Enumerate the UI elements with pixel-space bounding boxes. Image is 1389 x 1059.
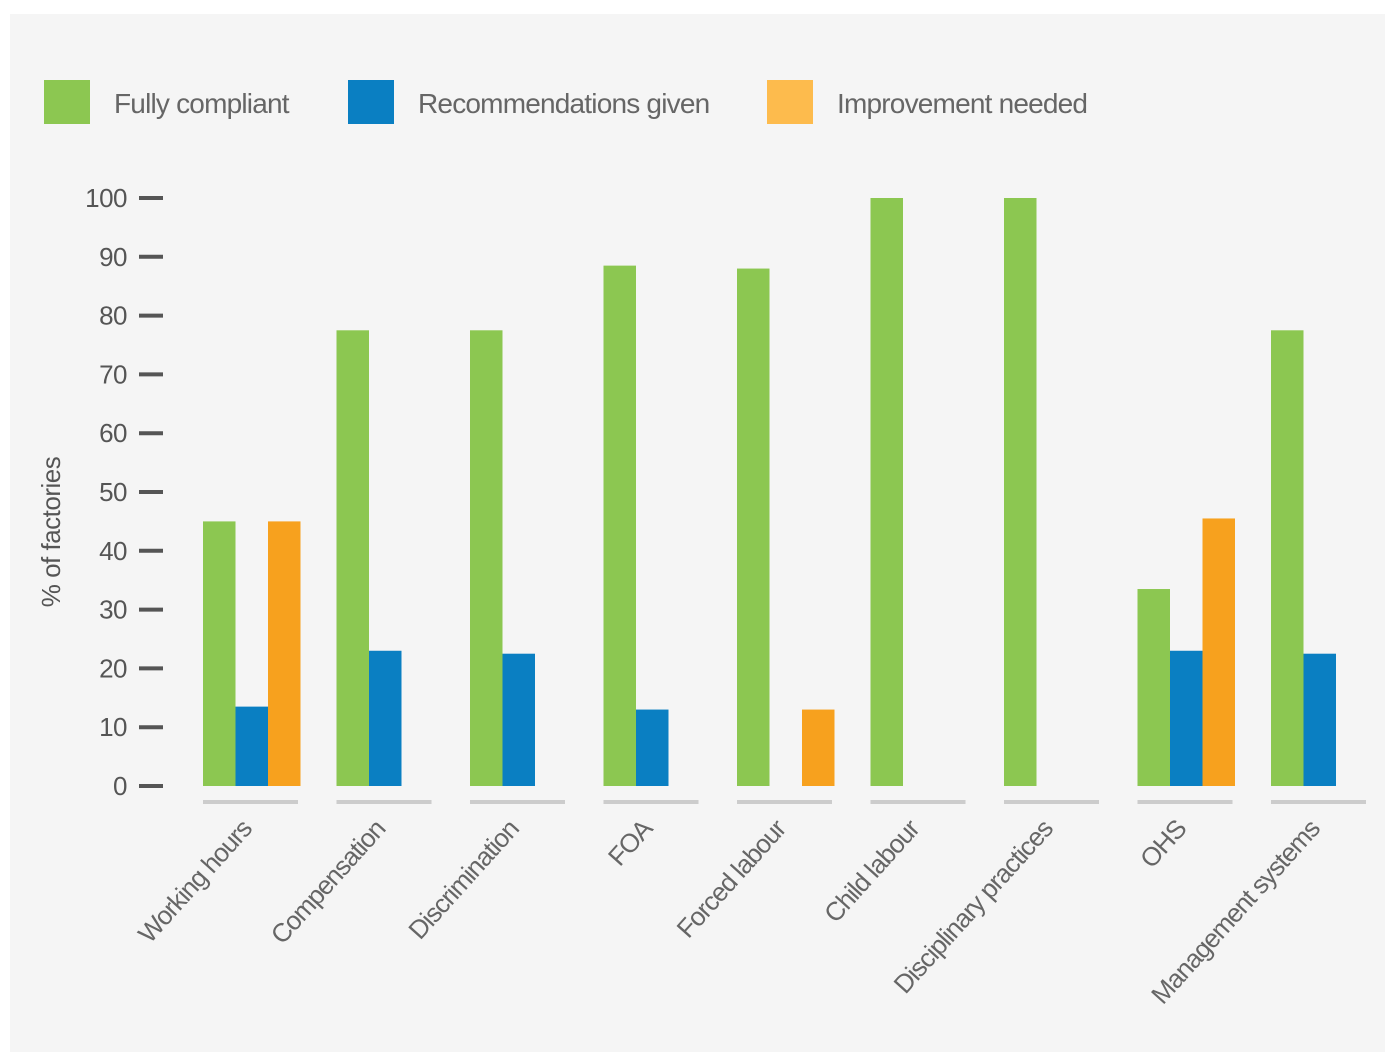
y-tick-label-40: 40 xyxy=(99,536,127,566)
y-tick-label-0: 0 xyxy=(113,771,127,801)
bar-forced-labour-improvement-needed xyxy=(802,709,835,786)
bar-ohs-recommendations-given xyxy=(1170,650,1203,786)
legend: Fully compliant Recommendations given Impr… xyxy=(44,80,1088,124)
y-tick-label-70: 70 xyxy=(99,359,127,389)
legend-swatch-improvement-needed xyxy=(767,80,813,124)
y-axis-label: % of factories xyxy=(36,456,66,607)
legend-swatch-recommendations-given xyxy=(348,80,394,124)
bar-compensation-fully-compliant xyxy=(336,330,369,786)
x-tick-label-compensation: Compensation xyxy=(265,814,391,950)
bar-management-systems-fully-compliant xyxy=(1271,330,1304,786)
y-tick-label-100: 100 xyxy=(85,183,127,213)
x-axis: Working hours Compensation Discrimination F… xyxy=(132,800,1366,1010)
bars xyxy=(203,198,1336,786)
bar-management-systems-recommendations-given xyxy=(1303,653,1336,786)
y-axis: 0 10 20 30 40 50 60 70 80 90 100 xyxy=(85,183,163,801)
bar-foa-fully-compliant xyxy=(603,265,636,786)
x-tick-label-child-labour: Child labour xyxy=(818,813,926,928)
x-tick-label-ohs: OHS xyxy=(1134,813,1192,873)
y-tick-label-90: 90 xyxy=(99,242,127,272)
bar-forced-labour-fully-compliant xyxy=(737,268,770,786)
bar-ohs-fully-compliant xyxy=(1137,589,1170,786)
bar-working-hours-fully-compliant xyxy=(203,521,236,786)
bar-foa-recommendations-given xyxy=(636,709,669,786)
y-tick-label-50: 50 xyxy=(99,477,127,507)
y-tick-label-10: 10 xyxy=(99,712,127,742)
bar-working-hours-improvement-needed xyxy=(268,521,301,786)
bar-ohs-improvement-needed xyxy=(1202,518,1235,786)
legend-swatch-fully-compliant xyxy=(44,80,90,124)
y-tick-label-20: 20 xyxy=(99,653,127,683)
bar-child-labour-fully-compliant xyxy=(870,198,903,786)
x-tick-label-discrimination: Discrimination xyxy=(402,814,524,945)
y-tick-label-30: 30 xyxy=(99,595,127,625)
y-tick-label-80: 80 xyxy=(99,301,127,331)
bar-working-hours-recommendations-given xyxy=(235,706,268,786)
bar-discrimination-recommendations-given xyxy=(502,653,535,786)
legend-label-recommendations-given: Recommendations given xyxy=(418,88,709,119)
bar-disciplinary-practices-fully-compliant xyxy=(1004,198,1037,786)
bar-compensation-recommendations-given xyxy=(369,650,402,786)
legend-label-improvement-needed: Improvement needed xyxy=(837,88,1087,119)
x-tick-label-foa: FOA xyxy=(602,813,659,872)
x-tick-label-forced-labour: Forced labour xyxy=(671,813,793,944)
y-tick-label-60: 60 xyxy=(99,418,127,448)
legend-label-fully-compliant: Fully compliant xyxy=(114,88,290,119)
bar-discrimination-fully-compliant xyxy=(470,330,503,786)
chart-panel xyxy=(10,14,1385,1052)
x-tick-label-working-hours: Working hours xyxy=(132,813,258,948)
